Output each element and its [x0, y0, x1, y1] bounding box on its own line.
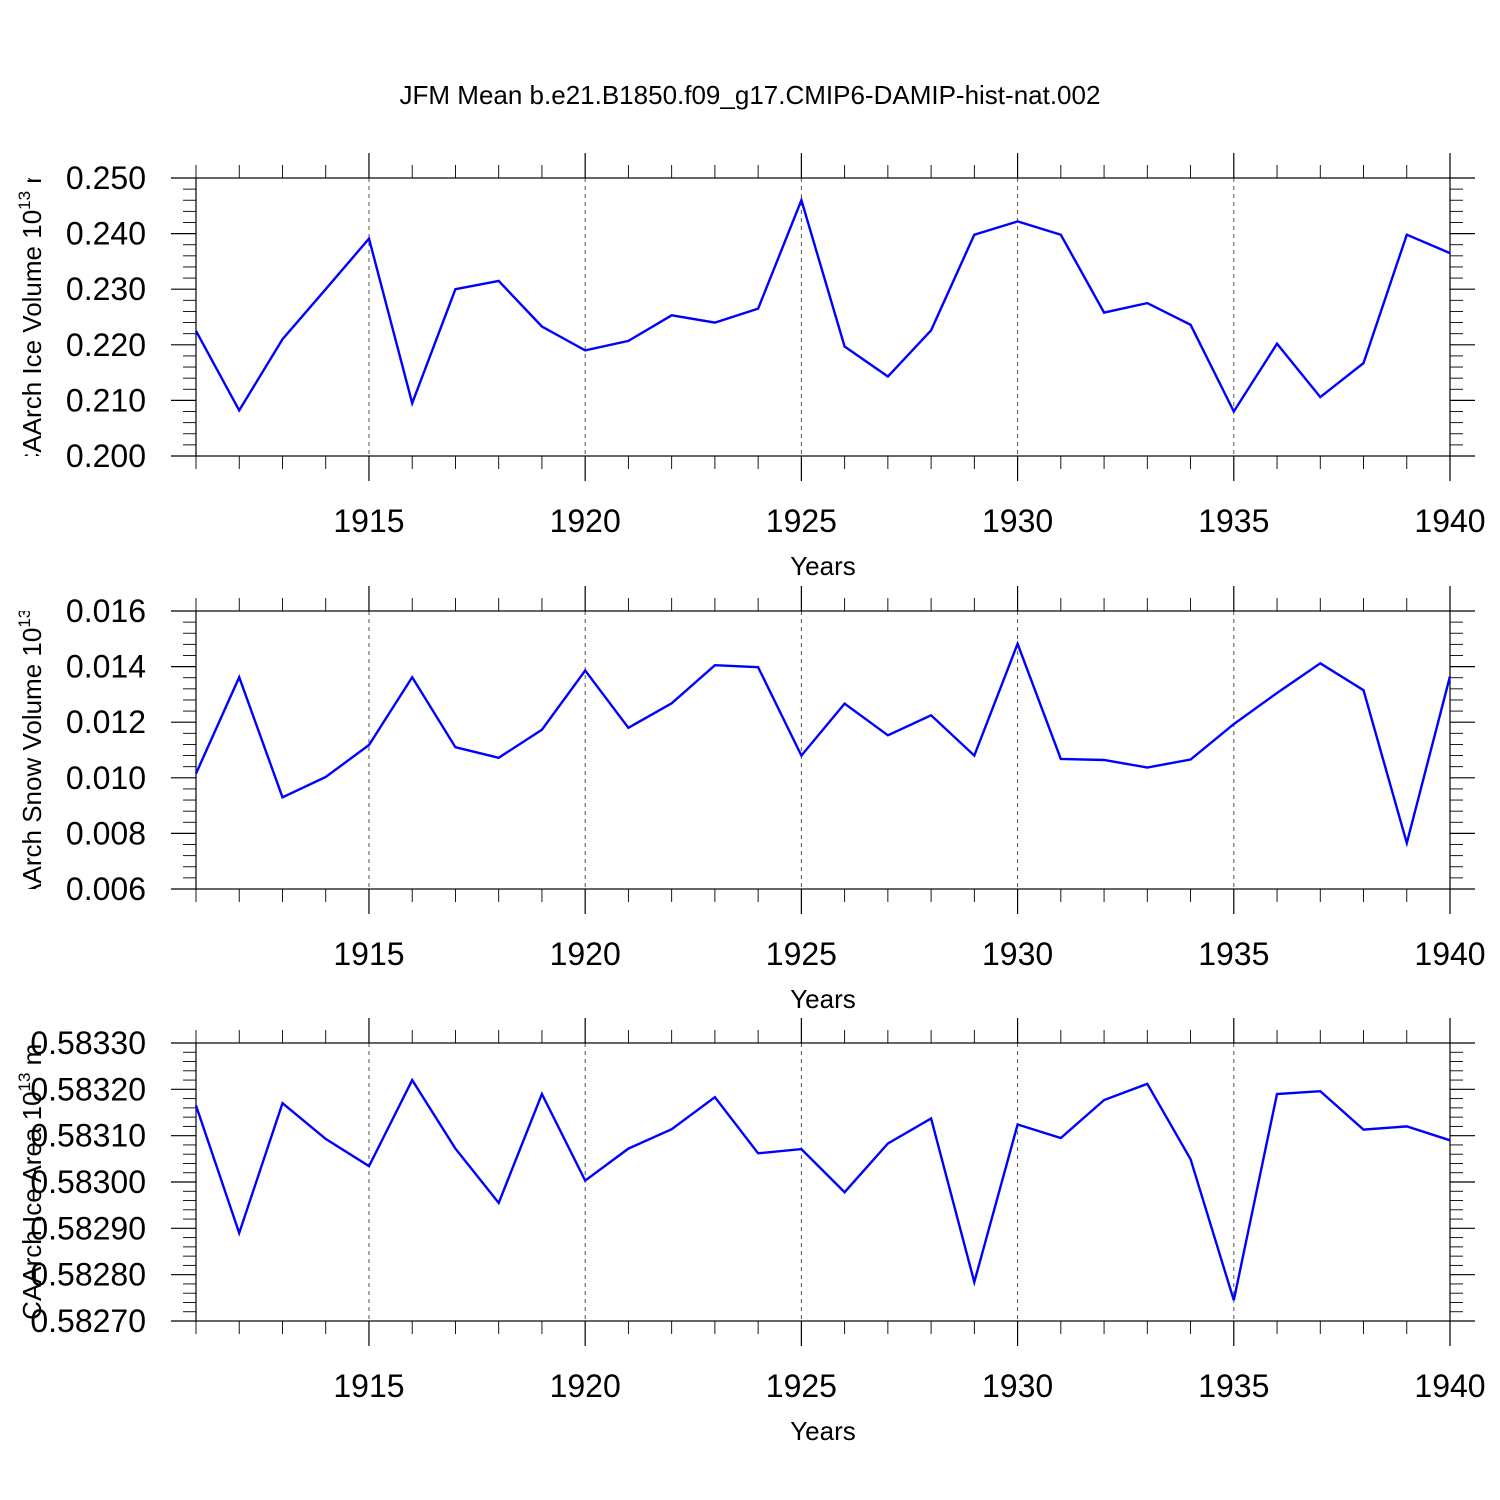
x-tick-label: 1920 — [550, 1368, 621, 1404]
y-tick-label: 0.014 — [66, 649, 146, 685]
series-line-snow-volume — [194, 640, 1452, 848]
x-tick-label: 1935 — [1198, 936, 1269, 972]
x-tick-label: 1915 — [333, 936, 404, 972]
x-tick-label: 1930 — [982, 936, 1053, 972]
x-tick-label: 1940 — [1414, 1368, 1485, 1404]
x-axis-label: Years — [790, 984, 856, 1014]
y-axis-label-group: CAArch Snow Volume 1013 m3 — [15, 570, 47, 919]
x-tick-label: 1925 — [766, 936, 837, 972]
plot-frame — [195, 1042, 1451, 1322]
y-tick-label: 0.240 — [66, 216, 146, 252]
y-tick-label: 0.58320 — [30, 1071, 146, 1107]
x-tick-label: 1930 — [982, 1368, 1053, 1404]
y-tick-label: 0.58280 — [30, 1257, 146, 1293]
y-axis-label: CAArch Ice Area 1013 m2 — [15, 1034, 47, 1320]
y-tick-label: 0.010 — [66, 760, 146, 796]
y-tick-label: 0.250 — [66, 160, 146, 196]
y-tick-label: 0.58330 — [30, 1025, 146, 1061]
x-tick-label: 1940 — [1414, 503, 1485, 539]
y-tick-label: 0.008 — [66, 815, 146, 851]
y-tick-label: 0.58310 — [30, 1118, 146, 1154]
y-tick-label: 0.200 — [66, 438, 146, 474]
series-line-ice-area — [194, 1077, 1451, 1301]
y-tick-label: 0.58270 — [30, 1303, 146, 1339]
y-axis-label-group: CAArch Ice Volume 1013 m3 — [15, 153, 47, 472]
panel-ice-volume: 1915 1920 1925 1930 1935 1940 0.200 0.210 0.220 0… — [15, 153, 1486, 581]
x-tick-label: 1930 — [982, 503, 1053, 539]
x-tick-label: 1920 — [550, 503, 621, 539]
y-tick-label: 0.012 — [66, 704, 146, 740]
x-tick-label: 1925 — [766, 1368, 837, 1404]
panel-snow-volume: 1915 1920 1925 1930 1935 1940 0.006 0.008 0.010 0… — [15, 570, 1486, 1014]
panel-ice-area: 1915 1920 1925 1930 1935 1940 0.58270 0.58280 0.… — [15, 1018, 1486, 1446]
y-tick-label: 0.016 — [66, 593, 146, 629]
x-tick-label: 1920 — [550, 936, 621, 972]
x-axis-label: Years — [790, 1416, 856, 1446]
chart-panels: 1915 1920 1925 1930 1935 1940 0.200 0.210 0.220 0… — [15, 153, 1486, 1446]
y-tick-label: 0.220 — [66, 327, 146, 363]
y-axis-label: CAArch Snow Volume 1013 m3 — [15, 570, 47, 919]
y-tick-label: 0.58300 — [30, 1164, 146, 1200]
x-tick-label: 1940 — [1414, 936, 1485, 972]
x-tick-label: 1915 — [333, 1368, 404, 1404]
plot-frame — [195, 610, 1451, 890]
y-axis-label: CAArch Ice Volume 1013 m3 — [15, 153, 47, 472]
y-tick-label: 0.210 — [66, 382, 146, 418]
x-tick-label: 1935 — [1198, 1368, 1269, 1404]
x-tick-label: 1915 — [333, 503, 404, 539]
plot-frame — [195, 177, 1451, 457]
y-tick-label: 0.58290 — [30, 1210, 146, 1246]
x-tick-label: 1925 — [766, 503, 837, 539]
chart-title: JFM Mean b.e21.B1850.f09_g17.CMIP6-DAMIP… — [400, 80, 1101, 110]
y-tick-label: 0.006 — [66, 871, 146, 907]
x-tick-label: 1935 — [1198, 503, 1269, 539]
y-axis-label-group: CAArch Ice Area 1013 m2 — [15, 1034, 47, 1320]
x-axis-label: Years — [790, 551, 856, 581]
y-tick-label: 0.230 — [66, 271, 146, 307]
series-line-ice-volume — [194, 196, 1451, 414]
